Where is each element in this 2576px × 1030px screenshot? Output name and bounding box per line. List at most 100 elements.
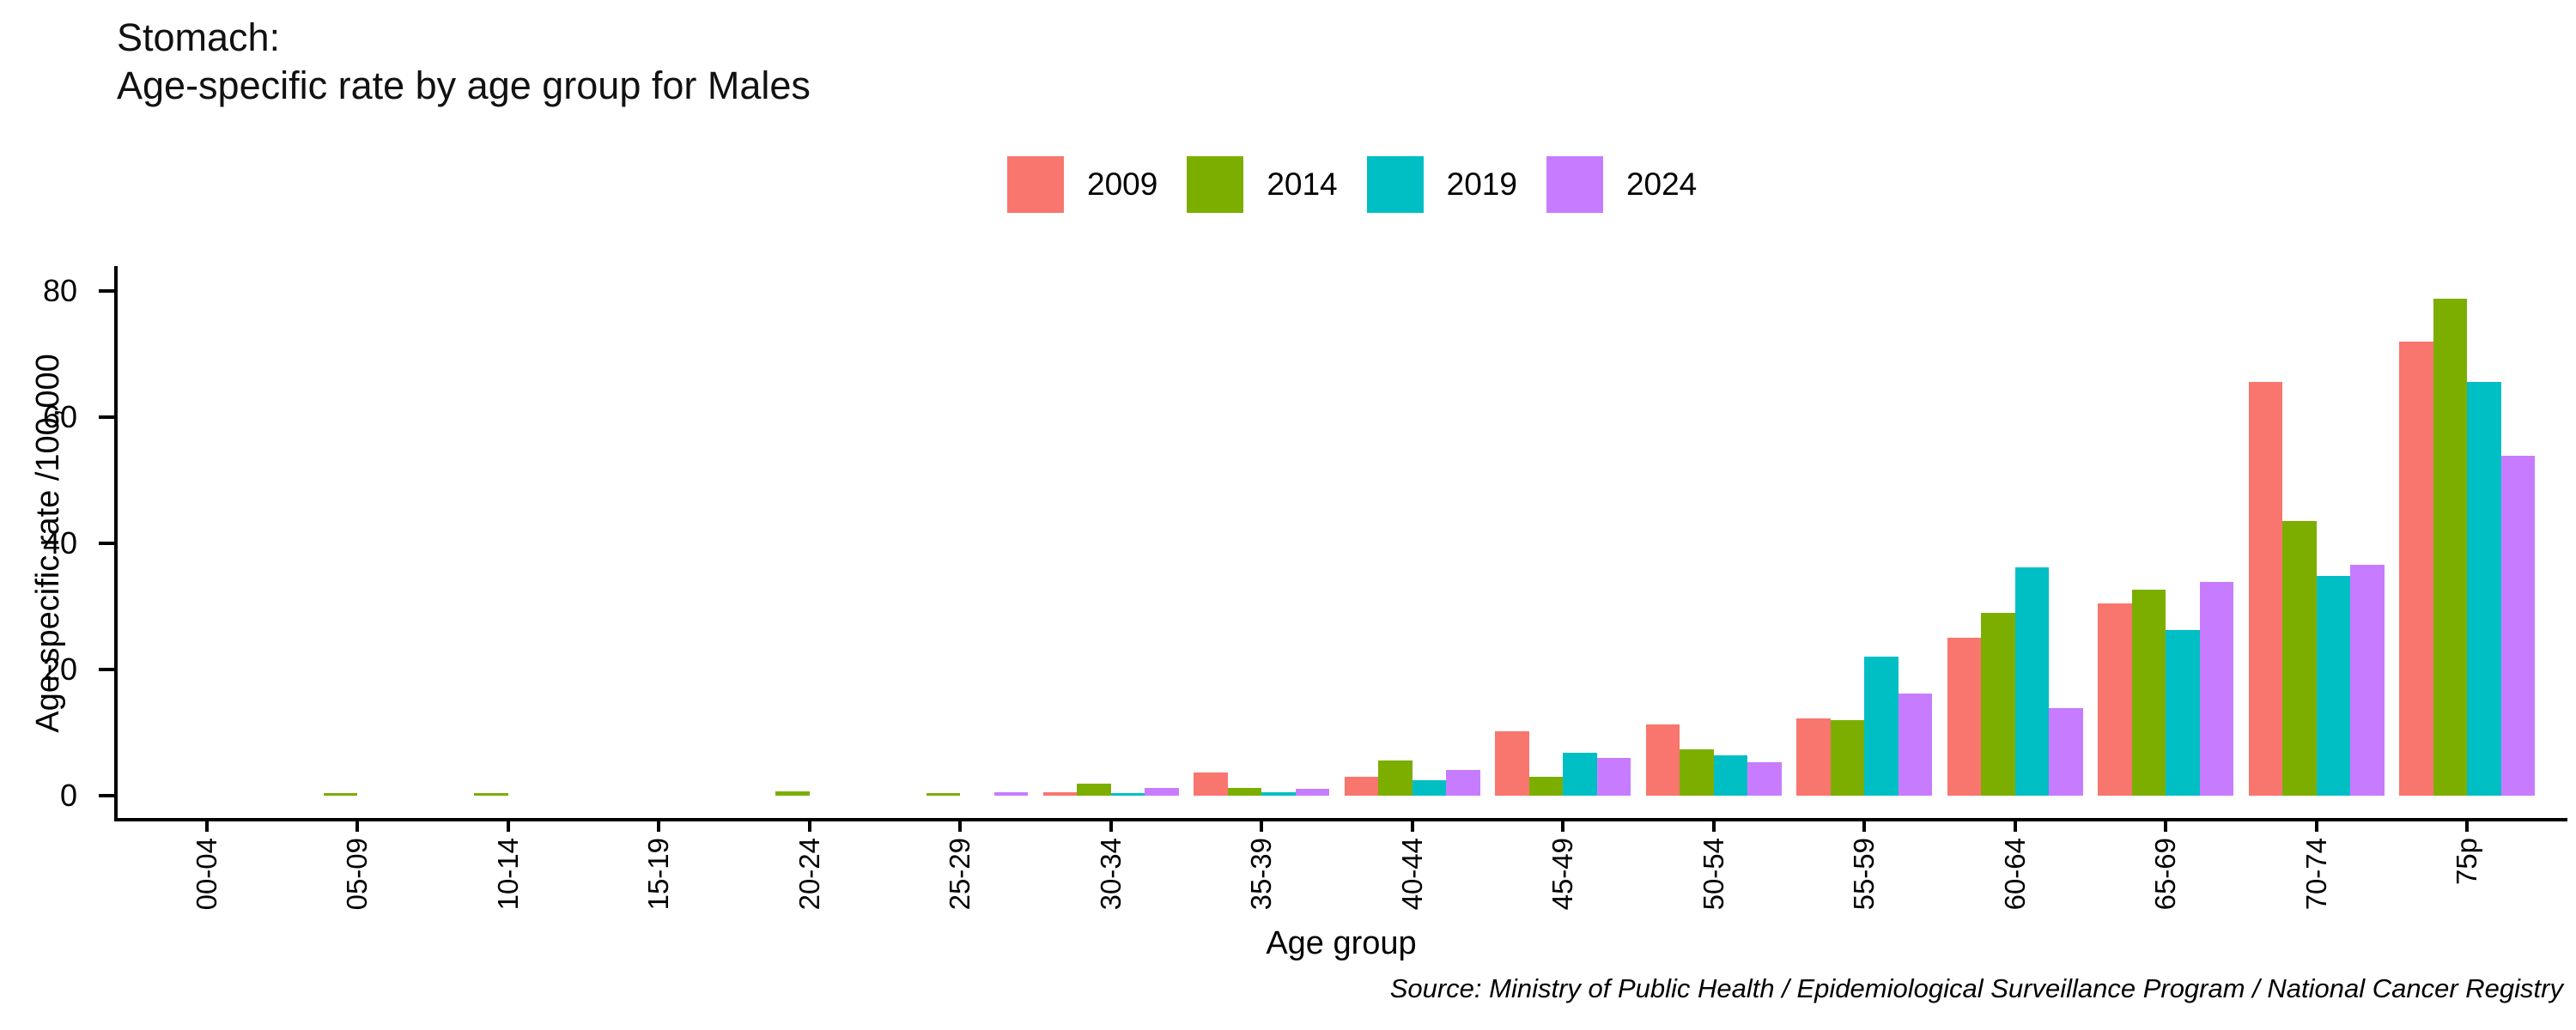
x-tick-65-69 — [2164, 820, 2168, 832]
x-tick-35-39 — [1260, 820, 1264, 832]
x-tick-10-14 — [506, 820, 510, 832]
x-tick-label-text-05-09: 05-09 — [341, 838, 374, 911]
bar-70-74-2009 — [2248, 382, 2283, 797]
bar-50-54-2009 — [1645, 724, 1680, 797]
bar-50-54-2024 — [1747, 761, 1782, 797]
legend-swatch-2019 — [1366, 156, 1424, 213]
bar-65-69-2009 — [2098, 603, 2132, 797]
bar-30-34-2014 — [1077, 783, 1111, 797]
bar-35-39-2019 — [1261, 791, 1296, 797]
bar-50-54-2019 — [1713, 755, 1748, 797]
x-tick-30-34 — [1109, 820, 1113, 832]
bar-60-64-2014 — [1981, 612, 2015, 797]
y-tick-0 — [99, 794, 114, 798]
bar-45-49-2014 — [1528, 777, 1564, 797]
x-tick-15-19 — [657, 820, 661, 832]
bar-35-39-2024 — [1295, 788, 1330, 797]
bar-75p-2024 — [2500, 456, 2536, 797]
legend-swatch-2024 — [1546, 156, 1603, 213]
x-tick-label-text-65-69: 65-69 — [2149, 838, 2182, 911]
legend-item-2009: 2009 — [1007, 156, 1157, 213]
y-tick-label-60: 60 — [42, 399, 77, 435]
x-tick-40-44 — [1410, 820, 1414, 832]
bar-60-64-2019 — [2014, 567, 2050, 797]
bar-65-69-2019 — [2166, 630, 2200, 797]
bar-40-44-2019 — [1412, 780, 1447, 797]
x-tick-label-text-15-19: 15-19 — [642, 838, 675, 911]
bar-60-64-2009 — [1947, 637, 1982, 797]
bar-40-44-2014 — [1378, 760, 1413, 797]
bar-55-59-2024 — [1898, 694, 1933, 797]
x-tick-label-text-25-29: 25-29 — [944, 838, 976, 911]
x-tick-75p — [2465, 820, 2470, 832]
bar-10-14-2014 — [474, 793, 508, 797]
bar-45-49-2024 — [1596, 757, 1631, 797]
x-tick-label-text-55-59: 55-59 — [1848, 838, 1880, 911]
x-tick-05-09 — [355, 820, 360, 832]
y-axis-line — [114, 266, 118, 821]
x-axis-title: Age group — [1266, 925, 1417, 961]
legend-item-2014: 2014 — [1187, 156, 1338, 213]
bar-70-74-2019 — [2316, 575, 2351, 797]
legend-label-2024: 2024 — [1625, 167, 1698, 202]
bar-45-49-2009 — [1495, 731, 1529, 797]
x-tick-45-49 — [1561, 820, 1565, 832]
bar-05-09-2014 — [323, 793, 358, 797]
x-tick-60-64 — [2013, 820, 2017, 832]
legend-swatch-2009 — [1007, 156, 1064, 213]
x-tick-20-24 — [807, 820, 811, 832]
bar-55-59-2019 — [1864, 656, 1899, 797]
x-tick-label-text-00-04: 00-04 — [190, 838, 222, 911]
bar-50-54-2014 — [1680, 749, 1714, 797]
chart-title-line1: Stomach: — [117, 15, 281, 59]
legend-label-2014: 2014 — [1267, 167, 1338, 202]
bar-75p-2019 — [2467, 382, 2501, 797]
x-tick-label-text-75p: 75p — [2451, 838, 2483, 886]
bar-45-49-2019 — [1563, 753, 1597, 797]
x-tick-50-54 — [1711, 820, 1716, 832]
legend-item-2024: 2024 — [1546, 156, 1697, 213]
bar-65-69-2014 — [2131, 590, 2166, 797]
y-tick-40 — [99, 542, 114, 546]
bar-70-74-2024 — [2350, 565, 2385, 797]
bar-60-64-2024 — [2049, 708, 2083, 797]
y-tick-80 — [99, 289, 114, 294]
bar-30-34-2009 — [1042, 791, 1078, 797]
x-tick-00-04 — [204, 820, 209, 832]
bar-65-69-2024 — [2199, 581, 2234, 797]
bar-30-34-2024 — [1145, 787, 1179, 797]
x-tick-label-text-20-24: 20-24 — [793, 838, 825, 911]
x-tick-label-text-35-39: 35-39 — [1245, 838, 1278, 911]
x-tick-label-text-70-74: 70-74 — [2300, 838, 2332, 911]
bar-35-39-2014 — [1227, 787, 1262, 797]
x-axis-line — [114, 818, 2567, 821]
x-tick-label-text-45-49: 45-49 — [1546, 838, 1579, 911]
bar-40-44-2009 — [1344, 777, 1379, 797]
y-tick-20 — [99, 668, 114, 672]
x-tick-label-text-50-54: 50-54 — [1697, 838, 1729, 911]
x-tick-label-text-10-14: 10-14 — [491, 838, 524, 911]
bar-40-44-2024 — [1446, 769, 1480, 797]
x-tick-label-text-60-64: 60-64 — [1998, 838, 2031, 911]
x-tick-25-29 — [958, 820, 963, 832]
x-tick-label-text-40-44: 40-44 — [1395, 838, 1428, 911]
bar-35-39-2009 — [1194, 772, 1228, 797]
bar-30-34-2019 — [1110, 793, 1145, 797]
y-tick-label-80: 80 — [42, 273, 77, 309]
source-caption: Source: Ministry of Public Health / Epid… — [1389, 973, 2563, 1003]
chart-title: Stomach: Age-specific rate by age group … — [117, 14, 811, 110]
bar-55-59-2014 — [1830, 720, 1865, 797]
legend-swatch-2014 — [1187, 156, 1244, 213]
y-tick-label-40: 40 — [42, 525, 77, 561]
bar-55-59-2009 — [1796, 718, 1831, 797]
legend: 2009 2014 2019 2024 — [1007, 156, 1726, 213]
bar-75p-2014 — [2433, 299, 2468, 797]
x-tick-70-74 — [2314, 820, 2318, 832]
chart-title-line2: Age-specific rate by age group for Males — [117, 64, 811, 107]
legend-label-2009: 2009 — [1087, 167, 1158, 202]
bar-25-29-2024 — [993, 791, 1029, 797]
legend-item-2019: 2019 — [1366, 156, 1517, 213]
x-tick-55-59 — [1862, 820, 1867, 832]
x-tick-label-text-30-34: 30-34 — [1094, 838, 1127, 911]
